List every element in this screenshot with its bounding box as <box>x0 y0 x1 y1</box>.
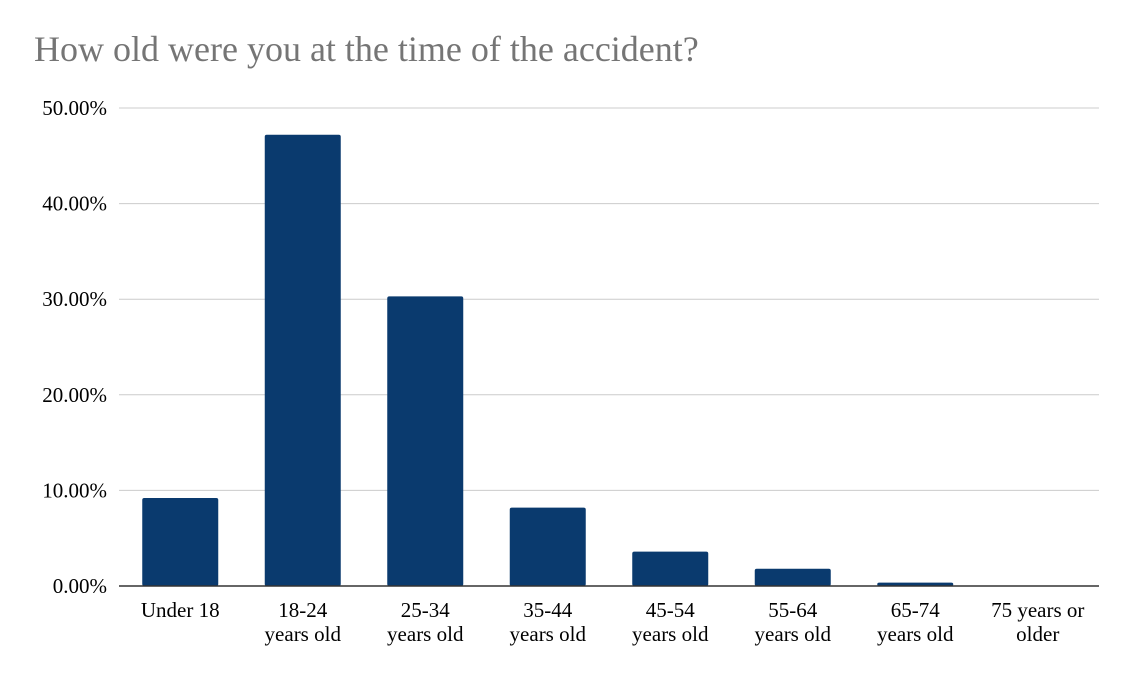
x-tick-label-line: years old <box>755 622 832 646</box>
x-tick-label: 75 years or older <box>991 598 1084 646</box>
x-tick-label-line: 55-64 <box>768 598 817 622</box>
x-tick-label-line: 18-24 <box>278 598 327 622</box>
bar <box>877 582 954 586</box>
y-tick-label: 40.00% <box>42 192 107 216</box>
bar <box>387 296 464 586</box>
x-tick-label: 45-54 years old <box>632 598 709 646</box>
chart-title: How old were you at the time of the acci… <box>34 29 699 69</box>
x-tick-label: Under 18 <box>141 598 220 622</box>
x-tick-label-line: years old <box>265 622 342 646</box>
x-tick-label-line: 75 years or <box>991 598 1084 622</box>
y-tick-label: 50.00% <box>42 96 107 120</box>
bar <box>632 551 709 586</box>
y-tick-label: 30.00% <box>42 287 107 311</box>
x-tick-label: 25-34 years old <box>387 598 464 646</box>
x-tick-label-line: 25-34 <box>401 598 450 622</box>
bar <box>509 507 586 586</box>
y-tick-label: 20.00% <box>42 383 107 407</box>
x-tick-label-line: 35-44 <box>523 598 572 622</box>
x-tick-label: 65-74 years old <box>877 598 954 646</box>
x-tick-label-line: 45-54 <box>646 598 695 622</box>
x-tick-label-line: years old <box>510 622 587 646</box>
bar <box>142 498 219 586</box>
x-tick-label-line: 65-74 <box>891 598 940 622</box>
y-tick-label: 10.00% <box>42 478 107 502</box>
x-tick-label-line: Under 18 <box>141 598 220 622</box>
x-tick-label-line: years old <box>877 622 954 646</box>
x-tick-label-line: years old <box>387 622 464 646</box>
y-tick-label: 0.00% <box>53 574 107 598</box>
x-tick-label: 35-44 years old <box>510 598 587 646</box>
bar <box>754 568 831 586</box>
x-tick-label: 55-64 years old <box>755 598 832 646</box>
x-tick-label-line: years old <box>632 622 709 646</box>
bar <box>264 134 341 586</box>
x-tick-label-line: older <box>1016 622 1059 646</box>
x-tick-label: 18-24 years old <box>265 598 342 646</box>
